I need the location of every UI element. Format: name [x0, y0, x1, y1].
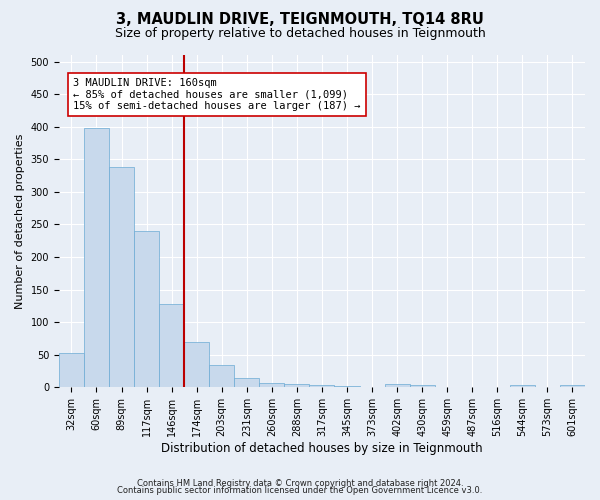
Bar — [310, 386, 334, 388]
Bar — [59, 354, 84, 388]
Bar — [334, 386, 359, 388]
Bar — [84, 128, 109, 388]
Text: 3, MAUDLIN DRIVE, TEIGNMOUTH, TQ14 8RU: 3, MAUDLIN DRIVE, TEIGNMOUTH, TQ14 8RU — [116, 12, 484, 28]
Bar — [234, 378, 259, 388]
Text: Size of property relative to detached houses in Teignmouth: Size of property relative to detached ho… — [115, 28, 485, 40]
Bar — [184, 342, 209, 388]
Bar — [410, 386, 434, 388]
Bar — [159, 304, 184, 388]
Bar — [434, 386, 460, 388]
X-axis label: Distribution of detached houses by size in Teignmouth: Distribution of detached houses by size … — [161, 442, 483, 455]
Bar — [134, 231, 159, 388]
Bar — [109, 167, 134, 388]
Bar — [385, 384, 410, 388]
Y-axis label: Number of detached properties: Number of detached properties — [15, 134, 25, 309]
Text: Contains public sector information licensed under the Open Government Licence v3: Contains public sector information licen… — [118, 486, 482, 495]
Bar — [284, 384, 310, 388]
Bar — [560, 386, 585, 388]
Bar — [359, 386, 385, 388]
Text: 3 MAUDLIN DRIVE: 160sqm
← 85% of detached houses are smaller (1,099)
15% of semi: 3 MAUDLIN DRIVE: 160sqm ← 85% of detache… — [73, 78, 361, 111]
Text: Contains HM Land Registry data © Crown copyright and database right 2024.: Contains HM Land Registry data © Crown c… — [137, 478, 463, 488]
Bar — [259, 383, 284, 388]
Bar — [209, 364, 234, 388]
Bar — [510, 386, 535, 388]
